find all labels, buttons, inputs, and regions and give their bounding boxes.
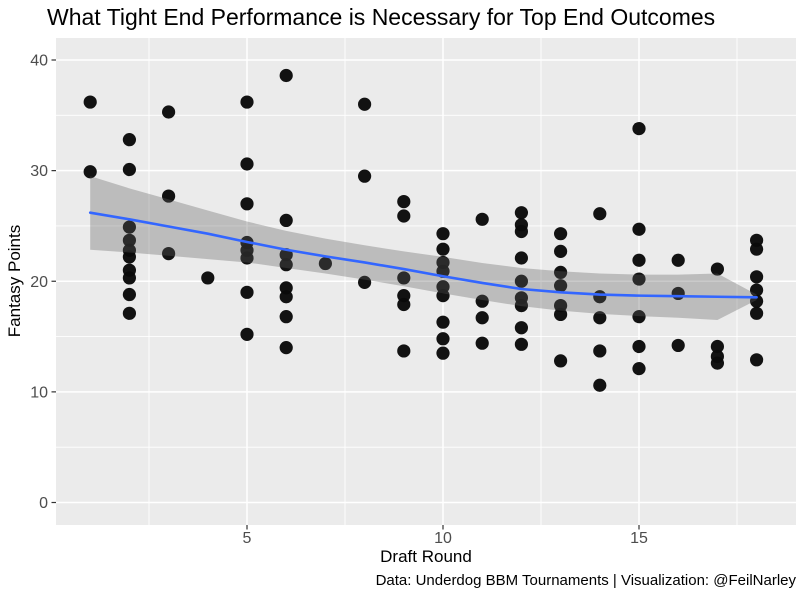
- data-point: [514, 251, 529, 265]
- data-point: [750, 283, 764, 297]
- data-point: [593, 344, 607, 358]
- data-point: [632, 272, 646, 286]
- data-point: [554, 279, 568, 293]
- data-point: [397, 344, 411, 358]
- data-point: [162, 189, 176, 203]
- data-point: [593, 378, 607, 392]
- data-point: [710, 356, 725, 370]
- data-point: [436, 242, 450, 256]
- data-point: [279, 213, 293, 228]
- data-point: [632, 310, 646, 324]
- data-point: [671, 338, 685, 353]
- data-point: [240, 95, 254, 109]
- data-point: [632, 253, 646, 267]
- data-point: [554, 227, 568, 241]
- data-point: [514, 206, 529, 220]
- chart-title: What Tight End Performance is Necessary …: [47, 4, 715, 30]
- data-point: [122, 271, 136, 285]
- data-point: [279, 341, 293, 355]
- y-tick-label: 0: [39, 495, 48, 512]
- data-point: [122, 162, 136, 177]
- y-tick-label: 40: [30, 53, 48, 70]
- data-point: [710, 262, 725, 276]
- data-point: [122, 133, 136, 147]
- data-point: [279, 290, 293, 304]
- caption: Data: Underdog BBM Tournaments | Visuali…: [376, 572, 797, 589]
- x-tick-label: 10: [434, 530, 452, 547]
- data-point: [397, 209, 411, 223]
- data-point: [514, 274, 529, 288]
- y-axis-title: Fantasy Points: [5, 225, 24, 337]
- data-point: [122, 220, 136, 234]
- data-point: [240, 197, 254, 211]
- data-point: [279, 68, 293, 83]
- data-point: [632, 222, 646, 236]
- data-point: [632, 121, 646, 136]
- data-point: [162, 105, 176, 119]
- data-point: [436, 315, 450, 329]
- y-tick-label: 10: [30, 384, 48, 401]
- data-point: [593, 311, 607, 325]
- x-axis-title: Draft Round: [380, 547, 472, 566]
- data-point: [554, 265, 568, 279]
- data-point: [240, 157, 254, 171]
- data-point: [750, 353, 764, 367]
- data-point: [475, 336, 489, 350]
- data-point: [201, 271, 215, 285]
- data-point: [750, 242, 764, 256]
- x-tick-label: 15: [630, 530, 648, 547]
- data-point: [514, 298, 529, 313]
- confidence-band: [90, 176, 757, 320]
- x-tick-label: 5: [243, 530, 252, 547]
- data-point: [397, 271, 411, 285]
- data-point: [162, 246, 176, 261]
- data-point: [514, 224, 529, 239]
- data-point: [397, 297, 411, 312]
- data-point: [632, 362, 646, 376]
- data-point: [122, 287, 136, 302]
- data-point: [318, 256, 332, 271]
- data-point: [436, 227, 450, 241]
- data-point: [710, 339, 725, 354]
- data-point: [122, 233, 136, 247]
- data-point: [632, 339, 646, 354]
- data-point: [554, 354, 568, 368]
- smooth-line: [88, 211, 758, 299]
- data-point: [122, 250, 136, 264]
- data-point: [240, 327, 254, 341]
- data-point: [750, 270, 764, 284]
- data-point: [750, 306, 764, 320]
- data-point: [475, 212, 489, 226]
- data-point: [436, 346, 450, 360]
- data-point: [671, 253, 685, 267]
- data-point: [279, 310, 293, 324]
- y-tick-label: 20: [30, 274, 48, 291]
- y-tick-label: 30: [30, 163, 48, 180]
- data-point: [475, 311, 489, 325]
- data-point: [122, 306, 136, 320]
- data-point: [554, 307, 568, 322]
- data-point: [358, 275, 372, 289]
- data-point: [593, 207, 607, 221]
- data-point: [83, 165, 97, 179]
- data-point: [358, 169, 372, 183]
- data-point: [279, 258, 293, 272]
- data-point: [240, 251, 254, 265]
- data-point: [436, 332, 450, 346]
- data-point: [514, 321, 529, 335]
- data-point: [83, 95, 97, 109]
- data-point: [554, 244, 568, 258]
- data-point: [240, 285, 254, 299]
- data-point: [436, 289, 450, 303]
- chart-layers: 5 10 15 0 10 20 30 40: [30, 38, 796, 547]
- data-point: [514, 337, 529, 351]
- data-point: [475, 294, 489, 308]
- data-point: [397, 195, 411, 209]
- data-point: [358, 97, 372, 111]
